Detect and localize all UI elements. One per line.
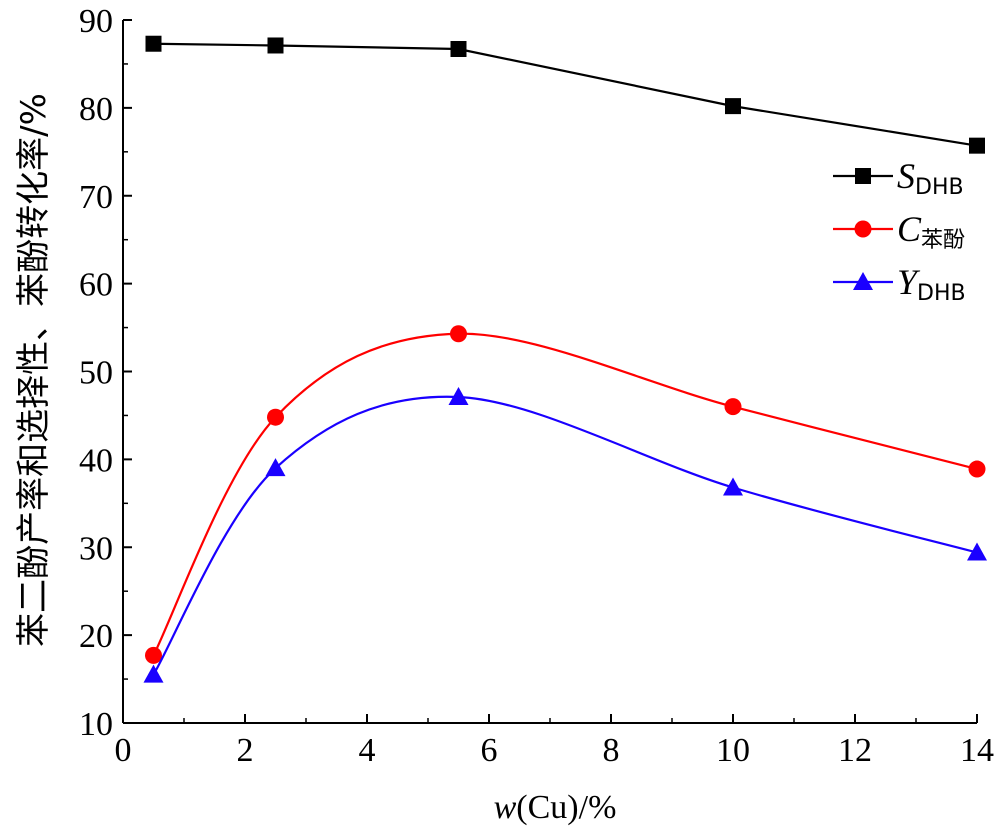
series-2 [143,386,987,683]
series-line [152,332,978,656]
data-point [267,37,284,54]
y-tick-label: 90 [79,3,113,40]
y-axis-title: 苯二酚产率和选择性、苯酚转化率/% [14,93,54,647]
legend-label-sub: 苯酚 [921,228,965,253]
y-tick-label: 80 [79,91,113,128]
data-point [448,386,469,405]
series-line [153,42,978,147]
data-point [969,137,985,154]
x-axis-title-italic: w [494,789,517,826]
x-tick-label: 14 [960,732,994,769]
data-point [724,398,742,416]
legend-item: SDHB [833,156,964,200]
legend-label-main: Y [897,262,921,302]
data-point [450,40,467,57]
data-point [725,98,741,115]
y-tick-label: 70 [79,179,113,216]
legend-marker [854,220,872,238]
legend-label-main: S [897,156,915,196]
y-tick-label: 50 [79,355,113,392]
x-tick-label: 4 [359,732,376,769]
legend-label: C苯酚 [897,209,965,253]
legend-label: YDHB [897,262,966,306]
series-0 [145,35,985,154]
y-tick-label: 30 [79,530,113,567]
legend-marker [855,168,871,184]
y-tick-label: 10 [79,706,113,743]
x-tick-label: 8 [603,732,620,769]
x-tick-label: 12 [838,732,872,769]
y-tick-label: 20 [79,618,113,655]
legend-label: SDHB [897,156,964,200]
legend-label-main: C [897,209,922,249]
data-point [450,325,467,343]
legend-item: C苯酚 [833,209,965,253]
series-layer [143,35,987,683]
x-tick-label: 2 [237,732,254,769]
legend-label-sub: DHB [917,281,966,306]
y-tick-label: 40 [79,442,113,479]
x-tick-label: 10 [716,732,750,769]
x-axis-title-rest: (Cu)/% [516,789,616,826]
legend-label-sub: DHB [915,175,964,200]
data-point [143,664,164,683]
data-point [145,35,162,52]
data-point [967,542,987,561]
x-axis-title: w(Cu)/% [494,789,617,826]
legend-item: YDHB [833,262,966,306]
data-point [265,458,286,477]
data-point [145,646,162,664]
data-point [267,408,284,426]
y-tick-label: 60 [79,267,113,304]
legend-marker [853,272,873,290]
x-tick-label: 6 [481,732,498,769]
data-point [723,477,743,496]
axes: 10 20 30 40 50 60 70 80 90 0 2 4 6 8 10 12 14 [79,3,994,769]
series-1 [145,325,986,664]
x-tick-label: 0 [115,732,132,769]
data-point [968,460,986,478]
series-line [152,395,978,676]
